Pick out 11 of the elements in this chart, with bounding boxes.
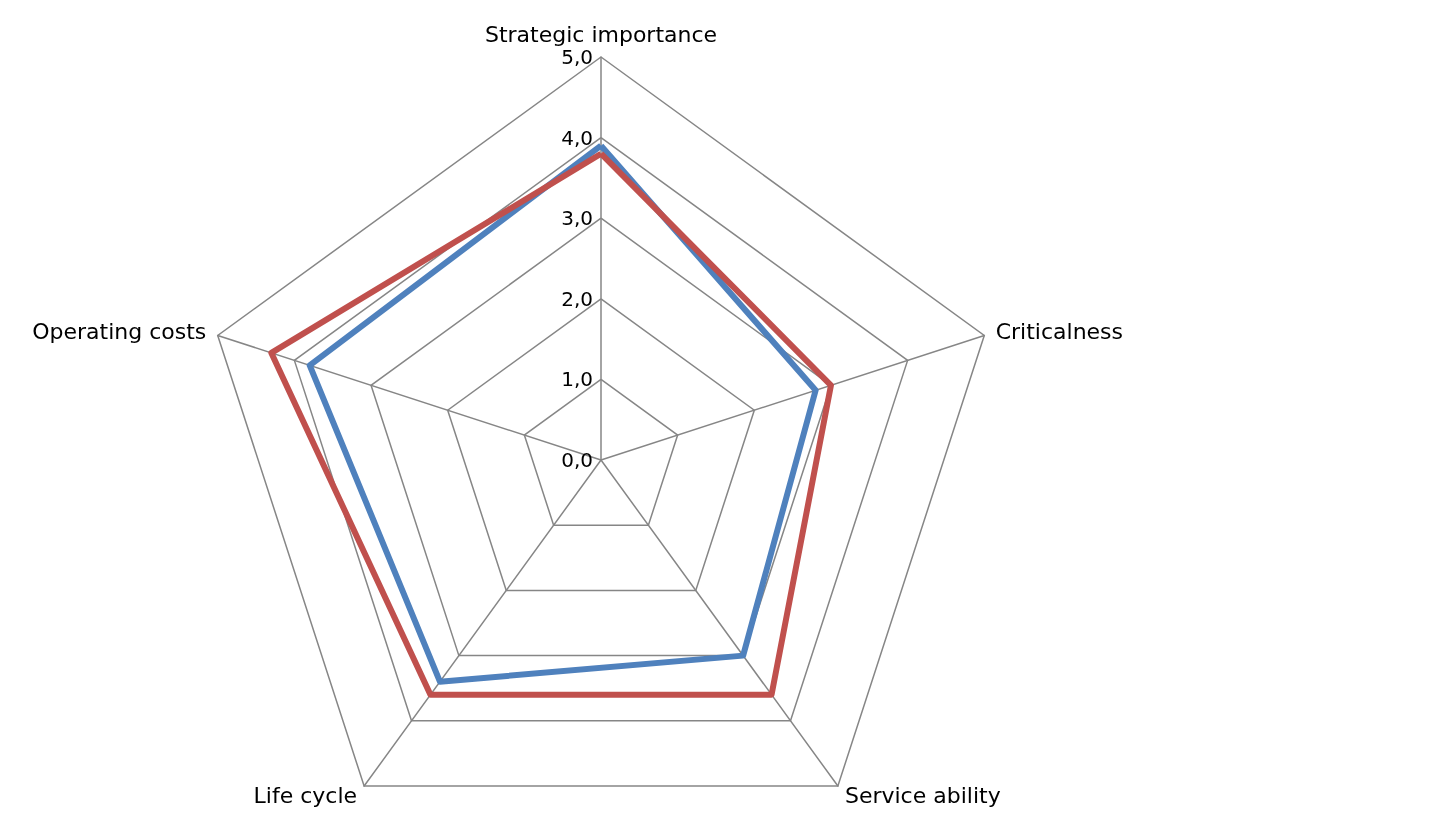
spoke-label: Criticalness: [995, 319, 1124, 345]
y-tick-label: 1,0: [561, 367, 593, 392]
spoke-label: Strategic importance: [484, 21, 718, 47]
y-tick-label: 5,0: [561, 45, 593, 69]
y-tick-label: 4,0: [561, 125, 593, 150]
spoke-label: Operating costs: [32, 319, 207, 345]
y-tick-label: 2,0: [561, 286, 593, 311]
y-tick-label: 3,0: [561, 206, 593, 231]
y-tick-label: 0,0: [561, 448, 593, 472]
spoke-label: Life cycle: [253, 783, 358, 809]
spoke-label: Service ability: [844, 783, 1001, 809]
